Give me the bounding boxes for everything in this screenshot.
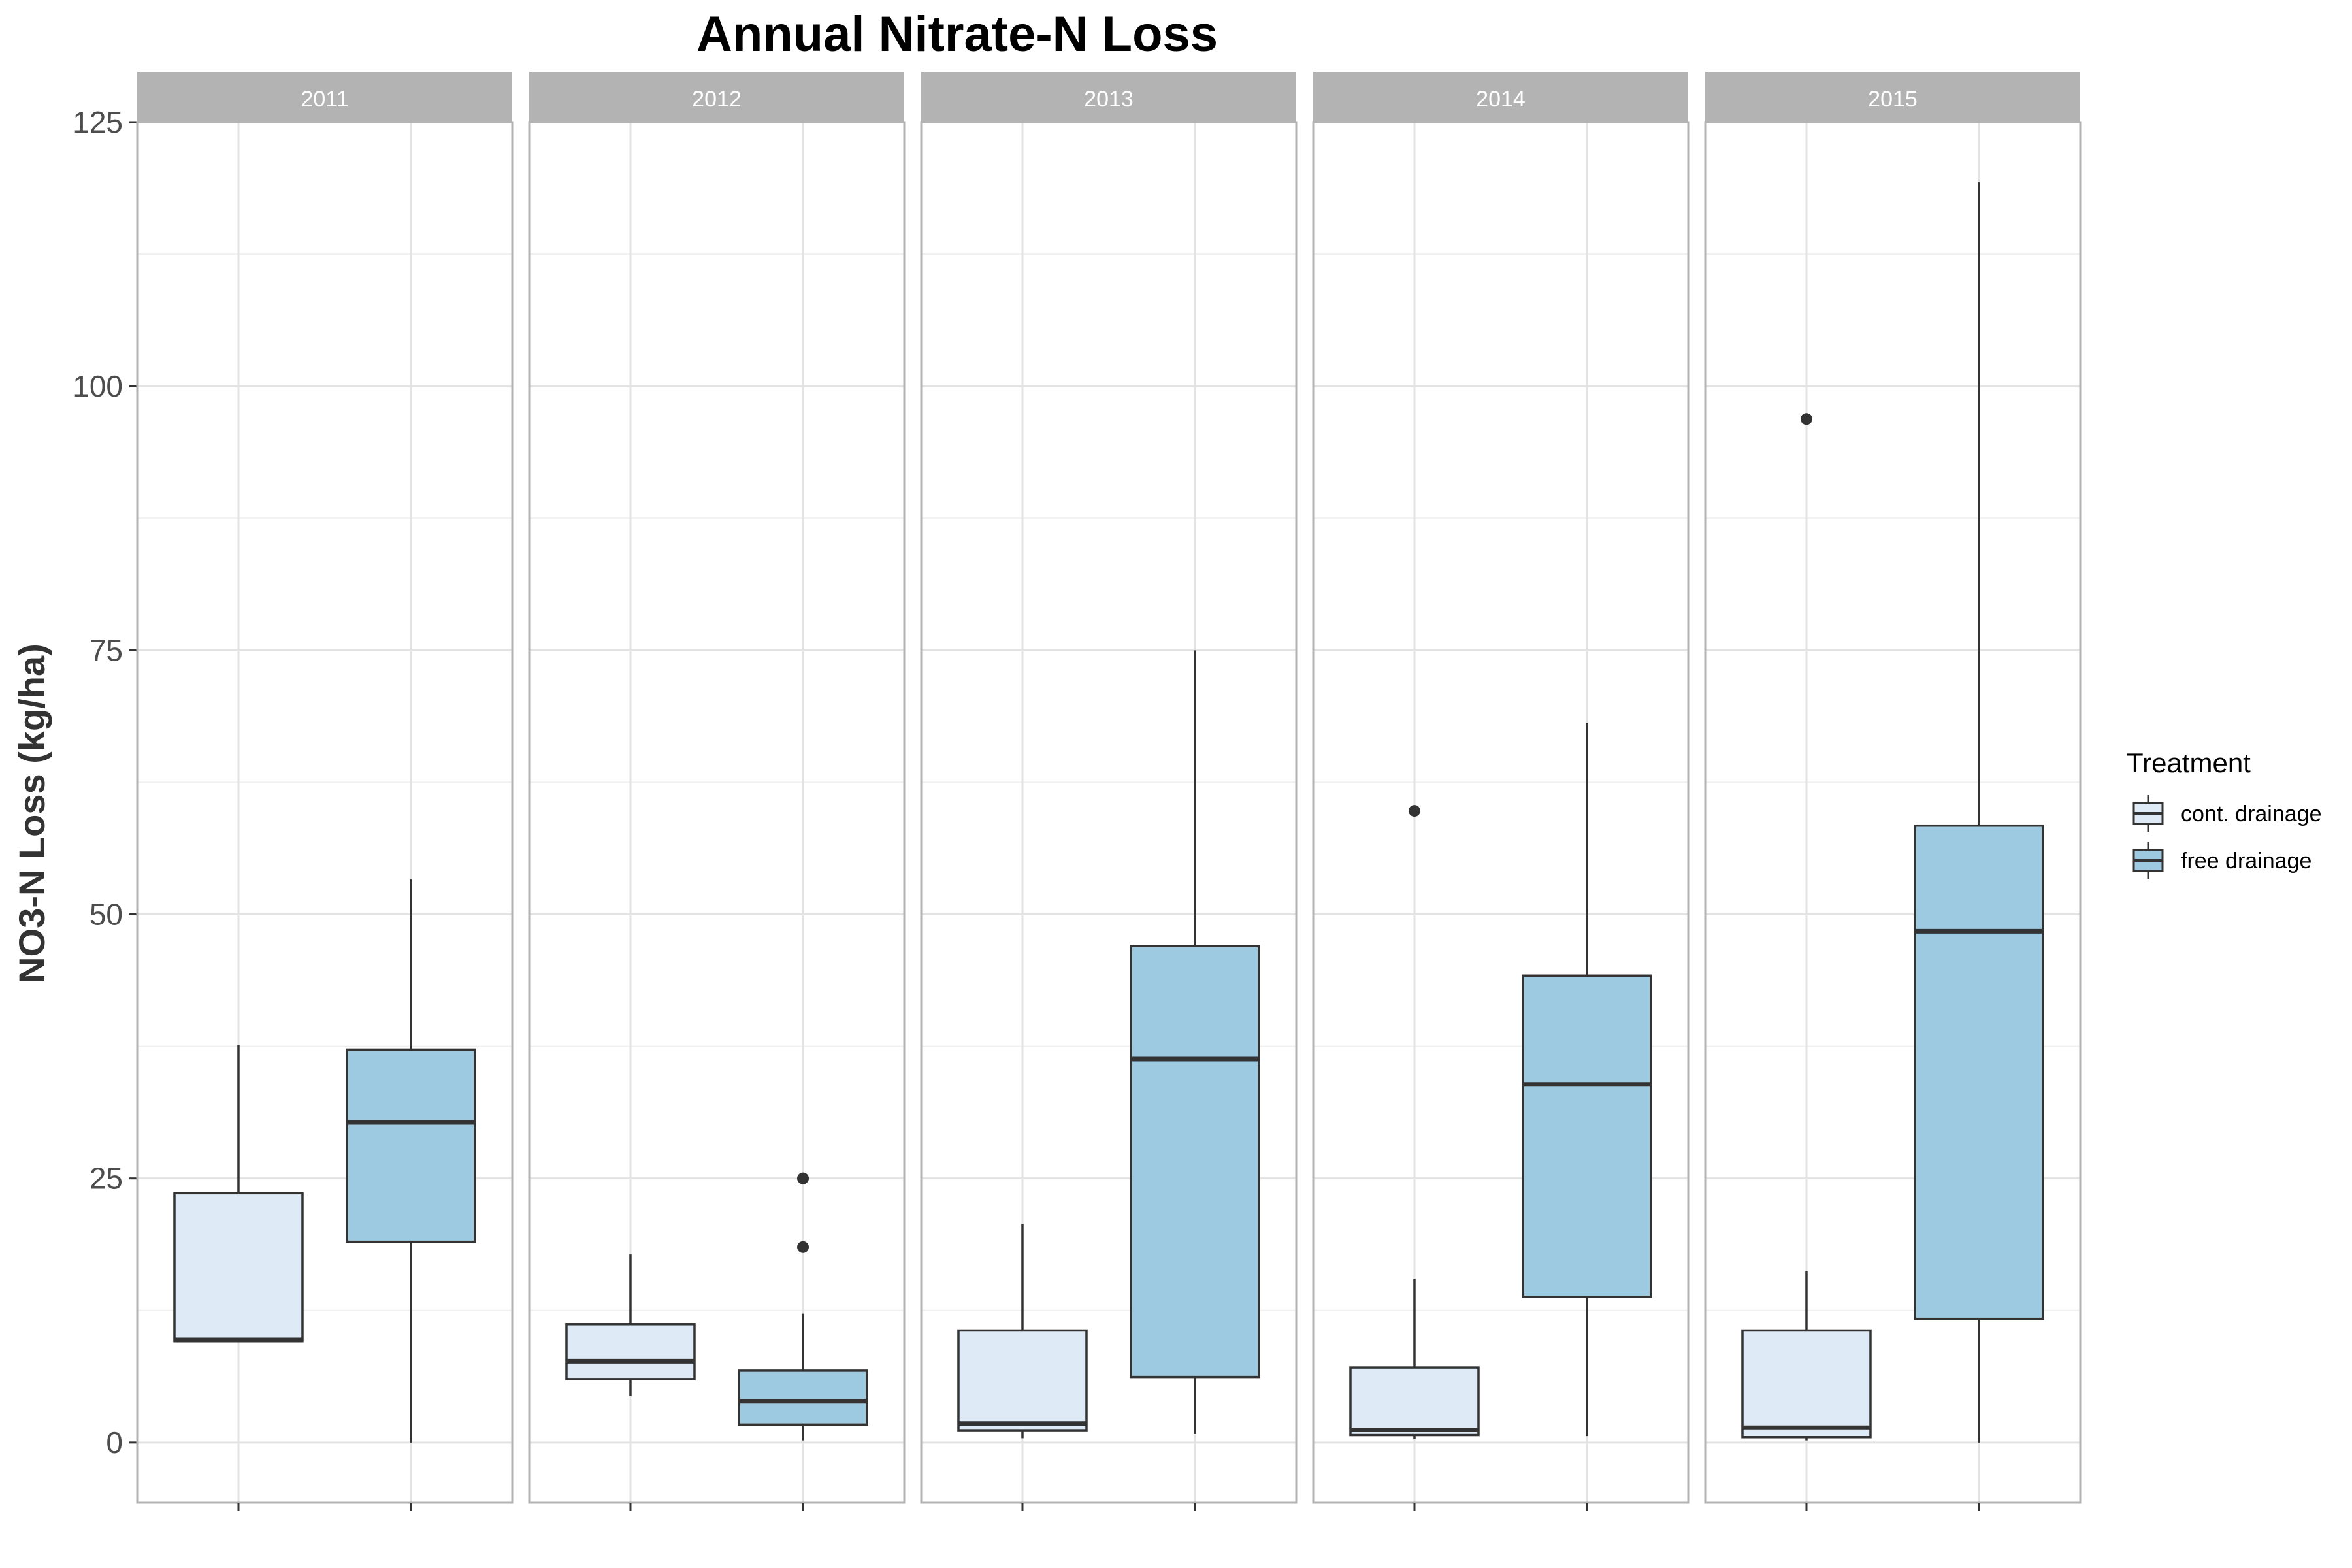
box-2015-free — [1914, 182, 2044, 1443]
iqr-box — [1349, 1366, 1480, 1437]
box-2013-cont — [957, 1224, 1088, 1439]
outlier-point — [1800, 413, 1812, 425]
box-2012-cont — [565, 1254, 696, 1396]
chart-title: Annual Nitrate-N Loss — [696, 7, 1218, 62]
facet-panel-2012: 2012 — [528, 72, 906, 1511]
panel-border — [1704, 121, 2082, 1504]
box-2015-cont — [1741, 413, 1872, 1441]
iqr-box — [1130, 945, 1260, 1379]
y-tick-label: 25 — [90, 1162, 123, 1196]
iqr-box — [1914, 824, 2044, 1320]
y-tick-label: 100 — [73, 369, 123, 403]
facet-strip-label: 2014 — [1476, 87, 1526, 112]
y-tick-label: 0 — [106, 1426, 123, 1460]
legend-item: free drainage — [2129, 841, 2311, 880]
facet-strip-label: 2015 — [1868, 87, 1918, 112]
facet-strip — [137, 72, 512, 122]
facet-panel-2014: 2014 — [1312, 72, 1690, 1511]
facet-strip-label: 2011 — [301, 87, 348, 112]
facet-strip — [1705, 72, 2080, 122]
facet-panel-2015: 2015 — [1704, 72, 2082, 1511]
facet-panels: 2011 2012 2013 2014 2015 — [136, 72, 2082, 1511]
iqr-box — [565, 1323, 696, 1380]
box-2014-free — [1522, 723, 1652, 1437]
panel-border — [920, 121, 1298, 1504]
facet-strip — [529, 72, 904, 122]
iqr-box — [738, 1369, 868, 1426]
iqr-box — [173, 1192, 304, 1343]
facet-strip — [1313, 72, 1688, 122]
legend-label: free drainage — [2181, 849, 2311, 874]
iqr-box — [1741, 1329, 1872, 1439]
box-2011-cont — [173, 1045, 304, 1343]
box-2014-cont — [1349, 805, 1480, 1439]
iqr-box — [1522, 974, 1652, 1298]
outlier-point — [797, 1241, 809, 1253]
box-2012-free — [738, 1172, 868, 1441]
panel-border — [528, 121, 906, 1504]
outlier-point — [1408, 805, 1420, 817]
legend-item: cont. drainage — [2129, 794, 2322, 833]
y-axis: 0 25 50 75 100 125 — [73, 105, 137, 1460]
legend: Treatment cont. drainage free drainage — [2127, 747, 2322, 880]
facet-panel-2011: 2011 — [136, 72, 514, 1511]
iqr-box — [346, 1048, 476, 1243]
panel-border — [136, 121, 514, 1504]
legend-label: cont. drainage — [2181, 802, 2322, 826]
y-tick-label: 125 — [73, 105, 123, 139]
panel-border — [1312, 121, 1690, 1504]
y-tick-label: 50 — [90, 898, 123, 932]
facet-strip-label: 2013 — [1084, 87, 1134, 112]
box-2011-free — [346, 879, 476, 1443]
facet-strip-label: 2012 — [692, 87, 742, 112]
legend-title: Treatment — [2127, 747, 2251, 778]
y-tick-label: 75 — [90, 633, 123, 667]
outlier-point — [797, 1172, 809, 1184]
iqr-box — [957, 1329, 1088, 1432]
y-axis-label: NO3-N Loss (kg/ha) — [11, 644, 52, 983]
box-2013-free — [1130, 650, 1260, 1434]
facet-strip — [921, 72, 1296, 122]
facet-panel-2013: 2013 — [920, 72, 1298, 1511]
